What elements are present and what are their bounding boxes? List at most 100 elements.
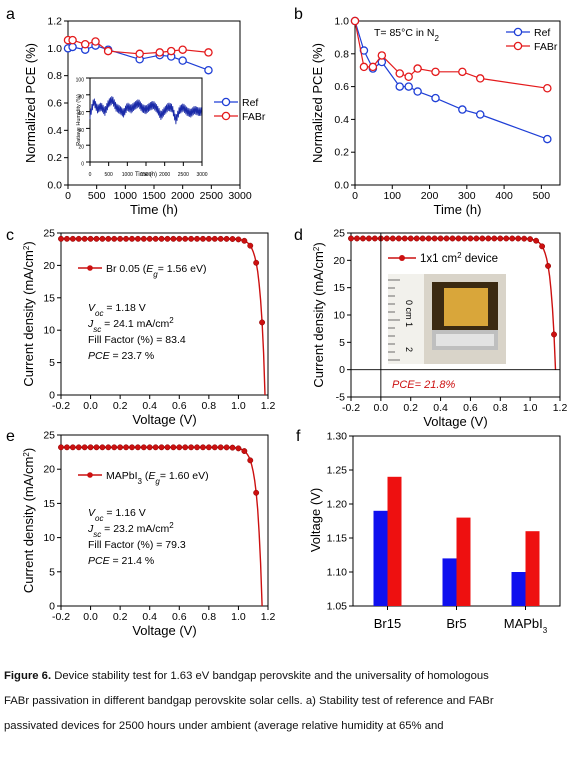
y-tick-label: 1.25 [327,465,348,477]
jv-data-point [253,489,260,496]
y-tick-label: 0 [339,364,345,376]
jv-data-point [521,235,528,242]
x-tick-label: 400 [495,190,513,202]
y-tick-label: 0.4 [334,114,349,126]
legend-marker [221,97,231,107]
x-tick-label: 100 [384,190,402,202]
y-tick-label: 0.6 [334,81,349,93]
jv-data-point [199,444,206,451]
jv-data-point [449,235,456,242]
legend-label: 1x1 cm2 device [420,251,498,266]
x-tick-label: 0.6 [172,611,187,623]
param-voc: Voc = 1.18 V [88,302,146,318]
series-line-ref [67,44,209,71]
legend: Ref FABr [214,97,266,123]
y-axis-label: Current density (mA/cm2) [311,242,326,387]
jv-data-point [205,444,212,451]
panel-c-axes: -0.2 0.0 0.2 0.4 0.6 0.8 1.0 1.2 0 5 10 15 20 25 Volta… [21,228,275,428]
data-point-fabr [350,16,360,26]
jv-data-point [129,444,135,451]
bar-br15-1 [387,476,402,606]
jv-data-point [253,259,260,266]
jv-data-point [217,444,224,451]
y-tick-label: 0.8 [47,70,62,82]
y-tick-label: 1.10 [327,567,348,579]
x-tick-label: 1.2 [553,402,568,414]
panel-letter-b: b [294,6,303,23]
jv-data-point [354,235,360,242]
jv-data-point [69,444,76,451]
x-tick-label: 200 [421,190,439,202]
jv-data-point [194,444,200,451]
x-tick-label: 0.4 [142,400,157,412]
x-tick-label: 0.0 [83,611,98,623]
x-tick-label: 0.0 [83,400,98,412]
y-tick-label: 0.2 [47,152,62,164]
data-point-fabr [359,62,369,72]
jv-data-point [205,235,212,242]
jv-data-point [87,444,94,451]
jv-data-point [164,235,171,242]
jv-data-point [359,235,366,242]
y-tick-label: 20 [43,464,55,476]
jv-data-point [348,235,354,242]
data-point-fabr [543,83,552,93]
jv-data-point [503,235,510,242]
jv-data-point [485,235,492,242]
jv-data-point [105,444,112,451]
jv-data-point [123,444,130,451]
y-tick-label: 80 [78,94,84,100]
data-point-fabr [431,67,440,77]
jv-data-point [188,235,195,242]
y-axis-label: Current density (mA/cm2) [21,241,36,386]
data-point-ref [413,87,422,96]
data-point-ref [68,42,77,52]
data-point-fabr [204,48,213,57]
y-tick-label: 0.0 [47,180,62,192]
jv-data-point [443,235,450,242]
jv-data-point [63,444,70,451]
y-tick-label: 1.0 [334,16,349,28]
x-tick-label: 0.6 [463,402,478,414]
jv-data-point [176,444,183,451]
x-tick-label: -0.2 [52,611,70,623]
jv-data-point [491,235,498,242]
y-tick-label: 1.15 [327,533,348,545]
jv-data-point [479,235,486,242]
panel-a-inset-axes: 0 500 1000 1500 2000 2500 3000 0 20 40 60 80 100 Time… [76,77,208,178]
jv-data-point [527,236,534,243]
data-point-fabr [135,49,144,59]
plot-frame [60,232,269,396]
jv-data-point [533,237,540,244]
jv-data-point [164,444,171,451]
jv-data-point [176,235,183,242]
y-tick-label: 0.6 [47,98,62,110]
y-tick-label: 15 [43,292,55,304]
x-tick-label: 1.0 [231,611,246,623]
legend-marker [513,27,523,37]
jv-data-point [140,235,147,242]
panel-d-axes: -0.2 0.0 0.2 0.4 0.6 0.8 1.0 1.2 -5 0 5 10 15 20 25 Vol… [311,228,567,430]
x-tick-label: 1.2 [261,611,276,623]
x-tick-label: 3000 [196,172,207,178]
ruler-mark: 2 [404,347,414,352]
jv-data-point [81,235,88,242]
x-tick-label: -0.2 [52,400,70,412]
jv-data-point [407,235,414,242]
contact-highlight [436,334,494,346]
jv-data-point [247,242,254,249]
x-tick-label: 0 [352,190,358,202]
bar-br15-0 [373,510,388,606]
jv-data-point [235,445,242,452]
panel-f-axes: 1.05 1.10 1.15 1.20 1.25 1.30 Voltage (V) Br15 B… [308,431,561,635]
x-tick-label: 1000 [114,190,138,202]
data-point-fabr [458,67,467,77]
jv-data-point [539,243,546,250]
panel-letter-f: f [296,428,301,445]
y-tick-label: 10 [333,310,345,322]
y-tick-label: 0 [49,601,55,613]
jv-data-point [146,444,153,451]
y-tick-label: 5 [339,337,345,349]
jv-data-point [413,235,420,242]
jv-data-point [158,235,165,242]
